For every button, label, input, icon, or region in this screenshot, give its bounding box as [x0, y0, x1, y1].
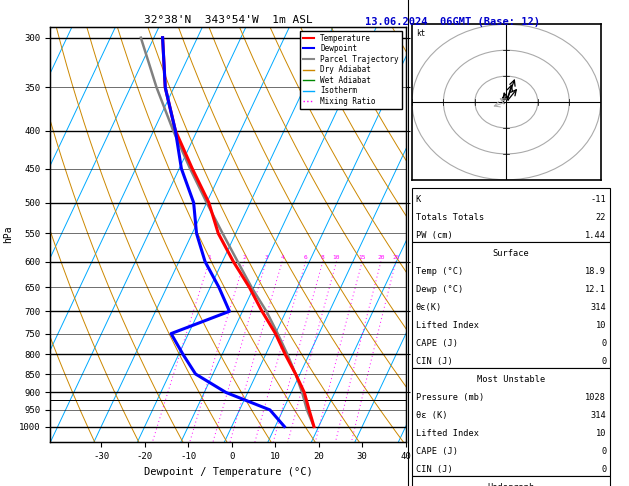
Y-axis label: hPa: hPa: [4, 226, 14, 243]
Text: CIN (J): CIN (J): [416, 357, 452, 366]
Text: CAPE (J): CAPE (J): [416, 447, 458, 456]
Text: 10: 10: [596, 321, 606, 330]
Text: Pressure (mb): Pressure (mb): [416, 393, 484, 402]
Text: Dewp (°C): Dewp (°C): [416, 285, 463, 294]
Text: Totals Totals: Totals Totals: [416, 213, 484, 222]
Text: 4: 4: [281, 255, 284, 260]
Text: θε (K): θε (K): [416, 411, 447, 420]
Text: 22: 22: [596, 213, 606, 222]
Text: Hodograph: Hodograph: [487, 483, 535, 486]
Text: 1: 1: [208, 255, 211, 260]
Text: LCL: LCL: [413, 395, 428, 404]
Text: 15: 15: [359, 255, 366, 260]
Text: 18.9: 18.9: [586, 267, 606, 276]
Text: Lifted Index: Lifted Index: [416, 429, 479, 438]
Text: 0: 0: [601, 447, 606, 456]
Text: 0: 0: [601, 357, 606, 366]
Text: 1028: 1028: [586, 393, 606, 402]
Text: -11: -11: [591, 195, 606, 204]
Text: K: K: [416, 195, 421, 204]
Text: Mixing Ratio (g/kg): Mixing Ratio (g/kg): [438, 228, 447, 324]
Text: 314: 314: [591, 303, 606, 312]
Text: 10: 10: [333, 255, 340, 260]
Text: 1.44: 1.44: [586, 231, 606, 240]
Text: 13.06.2024  06GMT (Base: 12): 13.06.2024 06GMT (Base: 12): [365, 17, 540, 27]
Text: 12.1: 12.1: [586, 285, 606, 294]
Text: 0: 0: [601, 339, 606, 348]
Title: 32°38'N  343°54'W  1m ASL: 32°38'N 343°54'W 1m ASL: [143, 15, 313, 25]
Text: © weatheronline.co.uk: © weatheronline.co.uk: [460, 471, 565, 480]
Text: 2: 2: [243, 255, 247, 260]
Text: 20: 20: [377, 255, 385, 260]
X-axis label: Dewpoint / Temperature (°C): Dewpoint / Temperature (°C): [143, 467, 313, 477]
Text: CIN (J): CIN (J): [416, 465, 452, 474]
Text: 0: 0: [601, 465, 606, 474]
Legend: Temperature, Dewpoint, Parcel Trajectory, Dry Adiabat, Wet Adiabat, Isotherm, Mi: Temperature, Dewpoint, Parcel Trajectory…: [299, 31, 402, 109]
Text: PW (cm): PW (cm): [416, 231, 452, 240]
Text: 10: 10: [596, 429, 606, 438]
Text: Lifted Index: Lifted Index: [416, 321, 479, 330]
Text: 314: 314: [591, 411, 606, 420]
Text: Temp (°C): Temp (°C): [416, 267, 463, 276]
Text: 6: 6: [304, 255, 308, 260]
Text: kt: kt: [416, 29, 425, 38]
Text: θε(K): θε(K): [416, 303, 442, 312]
Text: 3: 3: [264, 255, 268, 260]
Text: Most Unstable: Most Unstable: [477, 375, 545, 384]
Text: 25: 25: [392, 255, 399, 260]
Text: 8: 8: [321, 255, 325, 260]
Y-axis label: km
ASL: km ASL: [429, 225, 445, 244]
Text: Surface: Surface: [493, 249, 530, 258]
Text: CAPE (J): CAPE (J): [416, 339, 458, 348]
